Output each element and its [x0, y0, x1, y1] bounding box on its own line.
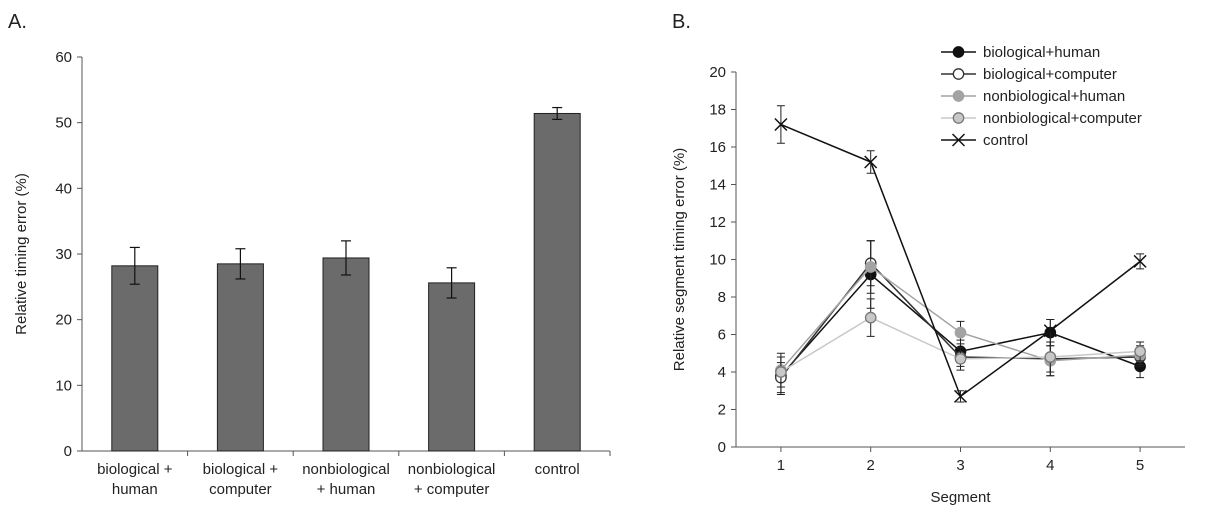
series-control [774, 105, 1147, 403]
legend-label: biological+human [983, 44, 1100, 61]
legend-marker [952, 112, 965, 124]
data-point [774, 117, 788, 132]
y-tick-label: 0 [64, 443, 72, 460]
data-point [1133, 254, 1147, 268]
legend-marker [952, 68, 965, 80]
data-point [1134, 345, 1146, 358]
y-axis-label: Relative segment timing error (%) [671, 148, 688, 371]
x-tick-label: 1 [777, 457, 785, 474]
y-tick-label: 60 [55, 49, 72, 66]
data-point [1043, 324, 1057, 338]
y-tick-label: 14 [709, 177, 726, 194]
y-tick-label: 30 [55, 246, 72, 263]
legend-item: control [941, 132, 1028, 149]
y-tick-label: 2 [718, 402, 726, 419]
y-tick-label: 40 [55, 180, 72, 197]
bar [533, 112, 581, 452]
x-tick-label: control [535, 461, 580, 478]
data-point [864, 155, 878, 169]
x-tick-label: 3 [956, 457, 964, 474]
series-nonbiological-computer [775, 298, 1146, 388]
legend: biological+human biological+computer nonbi… [941, 44, 1142, 149]
x-tick-label: biological + [97, 461, 173, 478]
data-point [864, 311, 877, 324]
legend-label: control [983, 132, 1028, 149]
legend-item: biological+human [941, 44, 1100, 61]
y-axis-label: Relative timing error (%) [13, 173, 30, 335]
y-tick-label: 4 [718, 364, 726, 381]
y-tick-label: 20 [55, 312, 72, 329]
legend-item: nonbiological+human [941, 88, 1125, 105]
bar [428, 282, 476, 452]
bar [111, 265, 159, 452]
y-tick-label: 10 [709, 252, 726, 269]
x-tick-label: computer [209, 481, 272, 498]
x-tick-label: human [112, 481, 158, 498]
y-tick-label: 18 [709, 102, 726, 119]
bar-chart: 0 10 20 30 40 50 60 biological + human biological… [13, 49, 611, 498]
y-tick-label: 8 [718, 289, 726, 306]
y-tick-label: 0 [718, 439, 726, 456]
legend-label: nonbiological+computer [983, 110, 1142, 127]
bar [216, 263, 264, 452]
legend-item: biological+computer [941, 66, 1117, 83]
x-tick-label: biological + [203, 461, 279, 478]
data-point [775, 366, 787, 378]
x-tick-label: + human [317, 481, 376, 498]
panel-label-a: A. [8, 11, 27, 33]
x-tick-label: 4 [1046, 457, 1054, 474]
panel-label-b: B. [672, 11, 691, 33]
y-tick-label: 12 [709, 214, 726, 231]
y-tick-label: 20 [709, 64, 726, 81]
data-point [953, 389, 968, 403]
x-tick-label: nonbiological [302, 461, 390, 478]
data-point [864, 261, 877, 273]
series-biological-human [775, 240, 1146, 395]
y-tick-label: 6 [718, 327, 726, 344]
legend-item: nonbiological+computer [941, 110, 1142, 127]
y-tick-label: 16 [709, 139, 726, 156]
data-point [954, 326, 967, 339]
x-tick-label: 5 [1136, 457, 1144, 474]
legend-marker [952, 46, 965, 58]
legend-label: nonbiological+human [983, 88, 1125, 105]
legend-label: biological+computer [983, 66, 1117, 83]
data-point [954, 353, 967, 365]
bar [322, 257, 370, 452]
data-point [1044, 351, 1057, 363]
x-tick-label: nonbiological [408, 461, 496, 478]
x-tick-label: 2 [867, 457, 875, 474]
x-axis-label: Segment [930, 489, 991, 506]
legend-marker [952, 90, 965, 102]
legend-marker [951, 133, 966, 147]
y-tick-label: 50 [55, 115, 72, 132]
y-tick-label: 10 [55, 377, 72, 394]
x-tick-label: + computer [414, 481, 489, 498]
